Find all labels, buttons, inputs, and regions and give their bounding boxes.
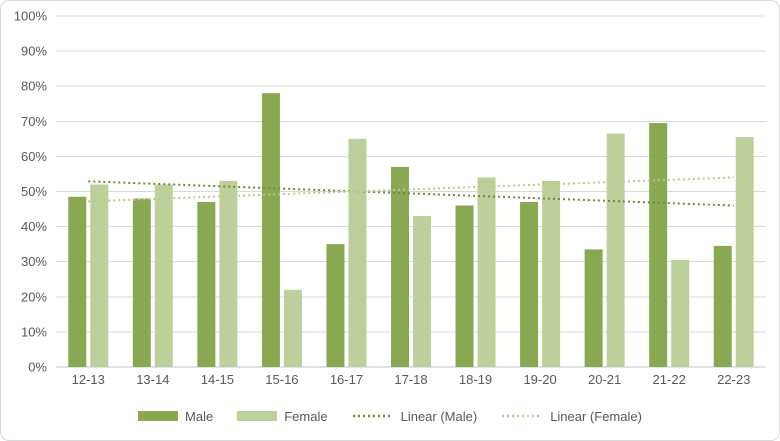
bar-male-22-23[interactable] bbox=[713, 245, 732, 367]
y-axis-tick-label: 80% bbox=[21, 79, 47, 94]
x-axis-category-label: 22-23 bbox=[717, 372, 750, 387]
bar-male-18-19[interactable] bbox=[455, 205, 474, 367]
y-axis-tick-label: 30% bbox=[21, 254, 47, 269]
bar-male-14-15[interactable] bbox=[197, 202, 216, 367]
y-axis-tick-label: 0% bbox=[28, 360, 47, 375]
x-axis-category-label: 13-14 bbox=[136, 372, 169, 387]
bar-female-22-23[interactable] bbox=[735, 137, 754, 367]
legend-label-linear-male: Linear (Male) bbox=[400, 408, 478, 424]
bar-male-19-20[interactable] bbox=[520, 202, 539, 367]
bar-female-16-17[interactable] bbox=[348, 138, 367, 367]
x-axis-category-label: 16-17 bbox=[330, 372, 363, 387]
legend-label-male: Male bbox=[185, 408, 214, 424]
bar-male-16-17[interactable] bbox=[326, 244, 345, 367]
x-axis-category-label: 18-19 bbox=[459, 372, 492, 387]
bar-female-20-21[interactable] bbox=[606, 133, 625, 367]
linear-female-dotted-swatch bbox=[502, 414, 543, 418]
bar-male-21-22[interactable] bbox=[649, 123, 668, 368]
legend-item-female[interactable]: Female bbox=[237, 408, 328, 424]
legend-label-linear-female: Linear (Female) bbox=[550, 408, 642, 424]
y-axis-tick-label: 60% bbox=[21, 149, 47, 164]
trendline-linear-female- bbox=[88, 176, 734, 203]
x-axis-category-label: 14-15 bbox=[201, 372, 234, 387]
y-axis-tick-label: 100% bbox=[14, 9, 48, 24]
y-axis-tick-label: 50% bbox=[21, 184, 47, 199]
bar-male-17-18[interactable] bbox=[391, 166, 409, 367]
linear-male-dotted-swatch bbox=[352, 414, 393, 418]
bar-male-12-13[interactable] bbox=[68, 196, 87, 367]
bar-female-17-18[interactable] bbox=[413, 216, 431, 367]
bar-female-12-13[interactable] bbox=[90, 184, 109, 367]
y-axis-tick-label: 20% bbox=[21, 289, 47, 304]
bar-male-20-21[interactable] bbox=[584, 249, 603, 367]
x-axis-category-label: 21-22 bbox=[653, 372, 686, 387]
bar-female-21-22[interactable] bbox=[671, 259, 690, 367]
y-axis-tick-label: 40% bbox=[21, 219, 47, 234]
bar-female-18-19[interactable] bbox=[477, 177, 496, 367]
bar-male-15-16[interactable] bbox=[261, 93, 280, 367]
trendline-linear-male- bbox=[88, 180, 734, 207]
bar-female-19-20[interactable] bbox=[542, 180, 561, 367]
y-axis-tick-label: 10% bbox=[21, 324, 47, 339]
x-axis-category-label: 20-21 bbox=[588, 372, 621, 387]
male-series-swatch bbox=[138, 411, 179, 421]
y-axis-tick-label: 70% bbox=[21, 114, 47, 129]
x-axis-category-label: 17-18 bbox=[394, 372, 427, 387]
chart-legend: Male Female Linear (Male) Linear (Female… bbox=[1, 402, 779, 430]
legend-item-linear-male[interactable]: Linear (Male) bbox=[352, 408, 478, 424]
bar-female-13-14[interactable] bbox=[154, 184, 173, 367]
female-series-swatch bbox=[237, 411, 278, 421]
legend-label-female: Female bbox=[284, 408, 328, 424]
bar-female-14-15[interactable] bbox=[219, 180, 238, 367]
bar-male-13-14[interactable] bbox=[132, 198, 151, 367]
legend-item-male[interactable]: Male bbox=[138, 409, 213, 424]
bar-female-15-16[interactable] bbox=[283, 289, 302, 367]
legend-item-linear-female[interactable]: Linear (Female) bbox=[501, 409, 642, 424]
x-axis-category-label: 19-20 bbox=[523, 372, 556, 387]
y-axis-tick-label: 90% bbox=[21, 44, 47, 59]
x-axis-category-label: 15-16 bbox=[265, 372, 298, 387]
x-axis-category-label: 12-13 bbox=[72, 372, 105, 387]
